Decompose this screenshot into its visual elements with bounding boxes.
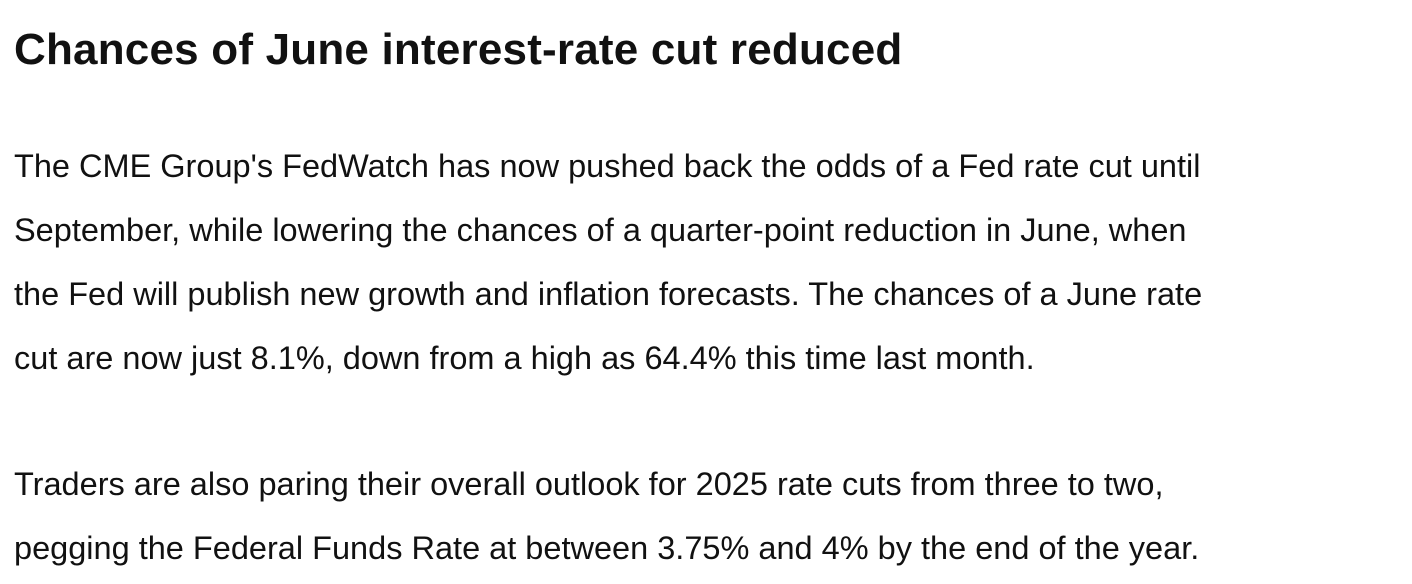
article-headline: Chances of June interest-rate cut reduce… bbox=[14, 25, 903, 74]
paragraph-line: the Fed will publish new growth and infl… bbox=[14, 276, 1203, 312]
paragraph-line: pegging the Federal Funds Rate at betwee… bbox=[14, 530, 1200, 566]
article-paragraph: Traders are also paring their overall ou… bbox=[14, 452, 1412, 580]
paragraph-line: The CME Group's FedWatch has now pushed … bbox=[14, 148, 1201, 184]
article-paragraph: The CME Group's FedWatch has now pushed … bbox=[14, 134, 1412, 390]
paragraph-line: September, while lowering the chances of… bbox=[14, 212, 1187, 248]
paragraph-line: cut are now just 8.1%, down from a high … bbox=[14, 340, 1035, 376]
paragraph-line: Traders are also paring their overall ou… bbox=[14, 466, 1164, 502]
